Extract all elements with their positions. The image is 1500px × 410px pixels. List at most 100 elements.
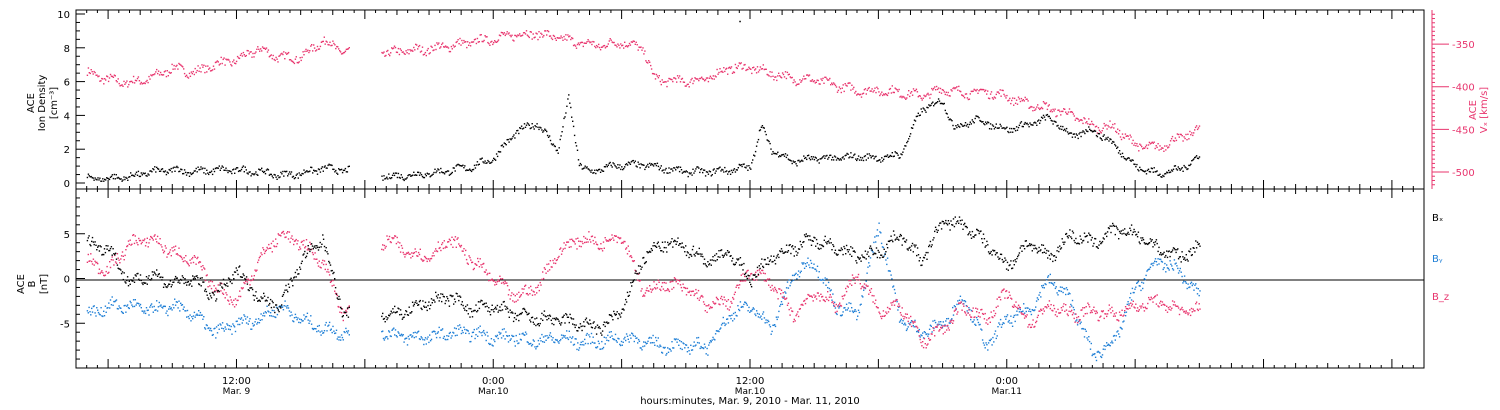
by-series-point: [382, 330, 384, 332]
by-series-point: [809, 266, 811, 269]
velocity-series-point: [509, 34, 511, 37]
bz-series-point: [236, 299, 238, 302]
bz-series-point: [873, 295, 875, 297]
by-series-point: [595, 346, 597, 349]
density-series-point: [1185, 167, 1187, 169]
velocity-series-point: [914, 89, 917, 92]
density-series-point: [459, 164, 461, 167]
by-series-point: [714, 333, 717, 335]
bz-series-point: [284, 236, 286, 239]
velocity-series-point: [222, 58, 224, 61]
velocity-series-point: [767, 74, 769, 76]
by-series-point: [756, 312, 759, 315]
density-series-point: [700, 168, 702, 171]
bz-series-point: [708, 304, 710, 306]
by-series-point: [250, 328, 252, 330]
density-series-point: [1116, 147, 1118, 149]
velocity-series-point: [551, 38, 554, 41]
bz-series-point: [783, 297, 785, 299]
velocity-series-point: [1175, 139, 1178, 142]
density-series-point: [639, 167, 641, 169]
bz-series-point: [774, 288, 777, 290]
by-series-point: [873, 241, 875, 244]
velocity-series-point: [293, 62, 296, 65]
velocity-series-point: [1019, 100, 1022, 103]
by-series-point: [561, 337, 564, 339]
velocity-series-point: [147, 81, 149, 84]
density-series-point: [409, 174, 411, 176]
by-series-point: [1138, 285, 1140, 287]
density-series-point: [1197, 157, 1200, 160]
density-series-point: [244, 166, 246, 168]
bz-series-point: [831, 301, 833, 304]
bz-series-point: [405, 252, 408, 254]
by-series-point: [880, 232, 882, 234]
by-series-point: [269, 312, 272, 314]
by-series-point: [976, 319, 979, 321]
density-series-point: [538, 128, 540, 131]
density-series-point: [1048, 115, 1050, 118]
density-series-point: [453, 167, 455, 169]
density-series-point: [617, 164, 619, 166]
velocity-series-point: [160, 73, 163, 76]
by-series-point: [306, 312, 309, 314]
by-series-point: [785, 287, 788, 289]
by-series-point: [299, 322, 302, 324]
bz-series-point: [771, 284, 773, 287]
velocity-series-point: [338, 48, 340, 50]
by-series-point: [428, 341, 430, 344]
bz-series-point: [132, 234, 135, 236]
bz-series-point: [671, 288, 673, 290]
bz-series-point: [552, 259, 554, 262]
bz-series-point: [851, 284, 853, 286]
by-series-point: [1164, 262, 1166, 265]
density-series-point: [539, 126, 541, 128]
density-series-point: [1036, 124, 1038, 126]
by-series-point: [644, 341, 647, 343]
by-series-point: [144, 310, 146, 312]
by-series-point: [941, 327, 944, 329]
density-series-point: [215, 167, 218, 169]
velocity-series-point: [542, 36, 544, 38]
density-series-point: [1176, 169, 1179, 171]
by-series-point: [992, 336, 994, 339]
bz-series-point: [209, 285, 211, 287]
velocity-series-point: [553, 35, 556, 37]
density-series-point: [271, 175, 273, 177]
velocity-series-point: [930, 93, 932, 96]
bz-series-point: [750, 272, 753, 275]
by-series-point: [157, 306, 160, 308]
bz-series-point: [115, 262, 118, 264]
bz-series-point: [859, 283, 861, 285]
density-series-point: [741, 165, 743, 168]
bz-series-point: [511, 292, 513, 294]
by-series-point: [983, 344, 986, 346]
density-series-point: [1075, 133, 1077, 135]
by-series-point: [985, 342, 987, 344]
by-series-point: [1188, 286, 1190, 289]
velocity-series-point: [733, 71, 736, 74]
bz-series-point: [764, 272, 766, 275]
velocity-series-point: [336, 45, 338, 48]
density-series-point: [1034, 121, 1036, 123]
by-series-point: [910, 320, 913, 322]
by-series-point: [426, 338, 428, 340]
by-series-point: [958, 303, 960, 305]
by-series-point: [1027, 307, 1029, 309]
density-series-point: [458, 164, 460, 166]
velocity-series-point: [627, 45, 630, 47]
by-series-point: [872, 251, 874, 253]
by-series-point: [1016, 310, 1018, 312]
by-series-point: [455, 327, 457, 330]
density-series-point: [1117, 146, 1119, 148]
density-series-point: [1156, 170, 1158, 172]
velocity-series-point: [119, 85, 121, 87]
density-series-point: [471, 169, 474, 171]
bz-series-point: [144, 245, 147, 247]
velocity-series-point: [346, 48, 349, 50]
by-series-point: [572, 336, 574, 338]
velocity-series-point: [329, 41, 331, 43]
by-series-point: [193, 311, 196, 314]
by-series-point: [338, 339, 340, 341]
velocity-series-point: [97, 75, 99, 78]
